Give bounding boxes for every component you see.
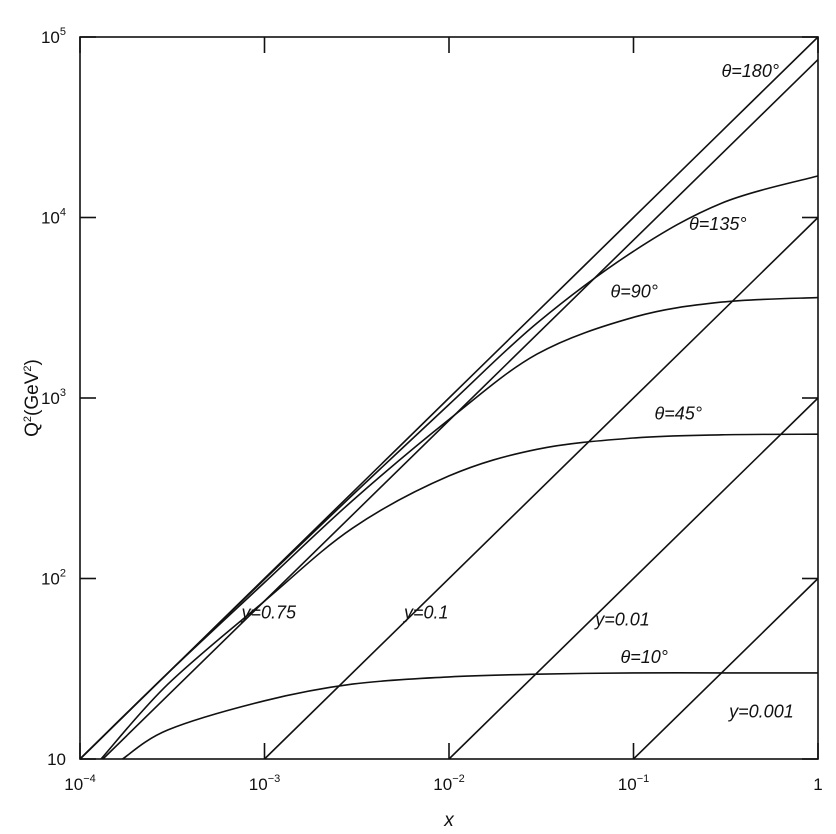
curve-theta--10-: [122, 672, 818, 760]
x-tick-labels: 10−4 10−3 10−2 10−1 1: [64, 773, 822, 794]
x-tick-label: 10−2: [433, 773, 464, 794]
x-tick-label: 10−4: [64, 773, 95, 794]
y-tick-label: 105: [41, 26, 66, 47]
curve-y-y-0_01: [448, 397, 819, 760]
curve-theta--135-: [79, 175, 819, 760]
curve-label: θ=45°: [655, 404, 703, 424]
curve-theta--90-: [79, 296, 819, 760]
curve-labels: θ=180° θ=135° θ=90° θ=45° θ=10° y=0.75 y=0.1 y=…: [239, 61, 793, 721]
y-tick-label: 103: [41, 387, 66, 408]
y-tick-label: 102: [41, 568, 66, 589]
y-tick-label: 10: [47, 750, 66, 769]
curve-label: θ=180°: [722, 61, 780, 81]
y-tick-labels: 10 102 103 104 105: [41, 26, 66, 769]
x-tick-label: 10−3: [249, 773, 280, 794]
curve-y-y-0_001: [632, 577, 819, 760]
curve-y-y-0_75: [102, 59, 819, 760]
curve-y-y-0_1: [263, 216, 819, 760]
curve-label: y=0.01: [593, 609, 650, 629]
y-axis-title: Q2(GeV2): [22, 359, 43, 437]
curve-theta--45-: [100, 433, 819, 760]
curve-label: θ=90°: [610, 282, 658, 302]
plot-curves: [79, 36, 819, 760]
curve-label: y=0.1: [402, 603, 449, 623]
x-tick-label: 1: [813, 775, 822, 794]
curve-label: y=0.001: [727, 701, 794, 721]
axis-ticks: [79, 36, 819, 760]
curve-label: y=0.75: [239, 603, 297, 623]
x-tick-label: 10−1: [618, 773, 649, 794]
curve-label: θ=10°: [620, 647, 668, 667]
x-axis-title: x: [443, 810, 455, 831]
curve-label: θ=135°: [689, 214, 747, 234]
y-tick-label: 104: [41, 207, 66, 228]
